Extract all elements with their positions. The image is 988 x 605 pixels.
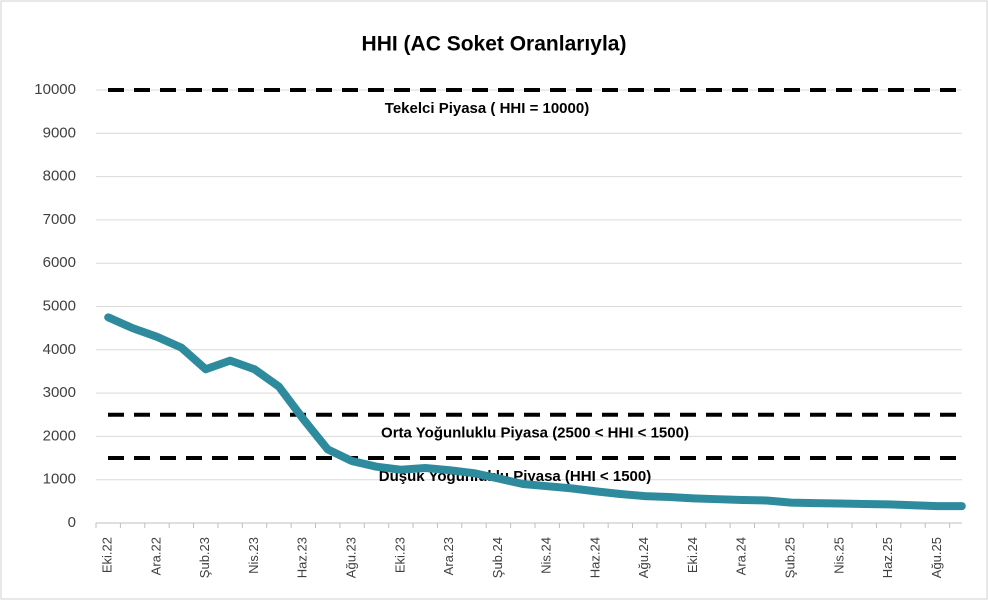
x-tick-label: Ara.22 — [148, 537, 163, 575]
x-tick-label: Haz.24 — [587, 537, 602, 578]
y-tick-label: 10000 — [34, 81, 76, 98]
x-tick-label: Ağu.24 — [636, 537, 651, 578]
x-tick-label: Nis.23 — [246, 537, 261, 574]
y-tick-label: 9000 — [43, 124, 76, 141]
y-tick-label: 2000 — [43, 427, 76, 444]
x-tick-label: Ağu.25 — [929, 537, 944, 578]
x-tick-label: Şub.25 — [783, 537, 798, 578]
x-tick-label: Nis.25 — [831, 537, 846, 574]
x-tick-label: Ara.23 — [441, 537, 456, 575]
y-tick-label: 6000 — [43, 254, 76, 271]
reference-label: Orta Yoğunluklu Piyasa (2500 < HHI < 150… — [381, 425, 689, 442]
y-tick-label: 0 — [68, 514, 76, 531]
x-tick-label: Haz.23 — [295, 537, 310, 578]
x-tick-label: Ağu.23 — [344, 537, 359, 578]
y-tick-label: 7000 — [43, 211, 76, 228]
x-tick-label: Şub.23 — [197, 537, 212, 578]
y-tick-label: 8000 — [43, 168, 76, 185]
line-series — [104, 313, 966, 511]
chart-title: HHI (AC Soket Oranlarıyla) — [362, 33, 627, 56]
x-tick-label: Eki.23 — [392, 537, 407, 573]
x-tick-label: Şub.24 — [490, 537, 505, 578]
y-tick-label: 5000 — [43, 297, 76, 314]
x-tick-label: Eki.24 — [685, 537, 700, 573]
y-tick-label: 4000 — [43, 341, 76, 358]
x-tick-label: Eki.22 — [100, 537, 115, 573]
y-tick-label: 1000 — [43, 471, 76, 488]
x-tick-label: Haz.25 — [880, 537, 895, 578]
y-tick-label: 3000 — [43, 384, 76, 401]
x-tick-label: Ara.24 — [734, 537, 749, 575]
x-tick-label: Nis.24 — [539, 537, 554, 574]
reference-label: Tekelci Piyasa ( HHI = 10000) — [385, 100, 589, 117]
